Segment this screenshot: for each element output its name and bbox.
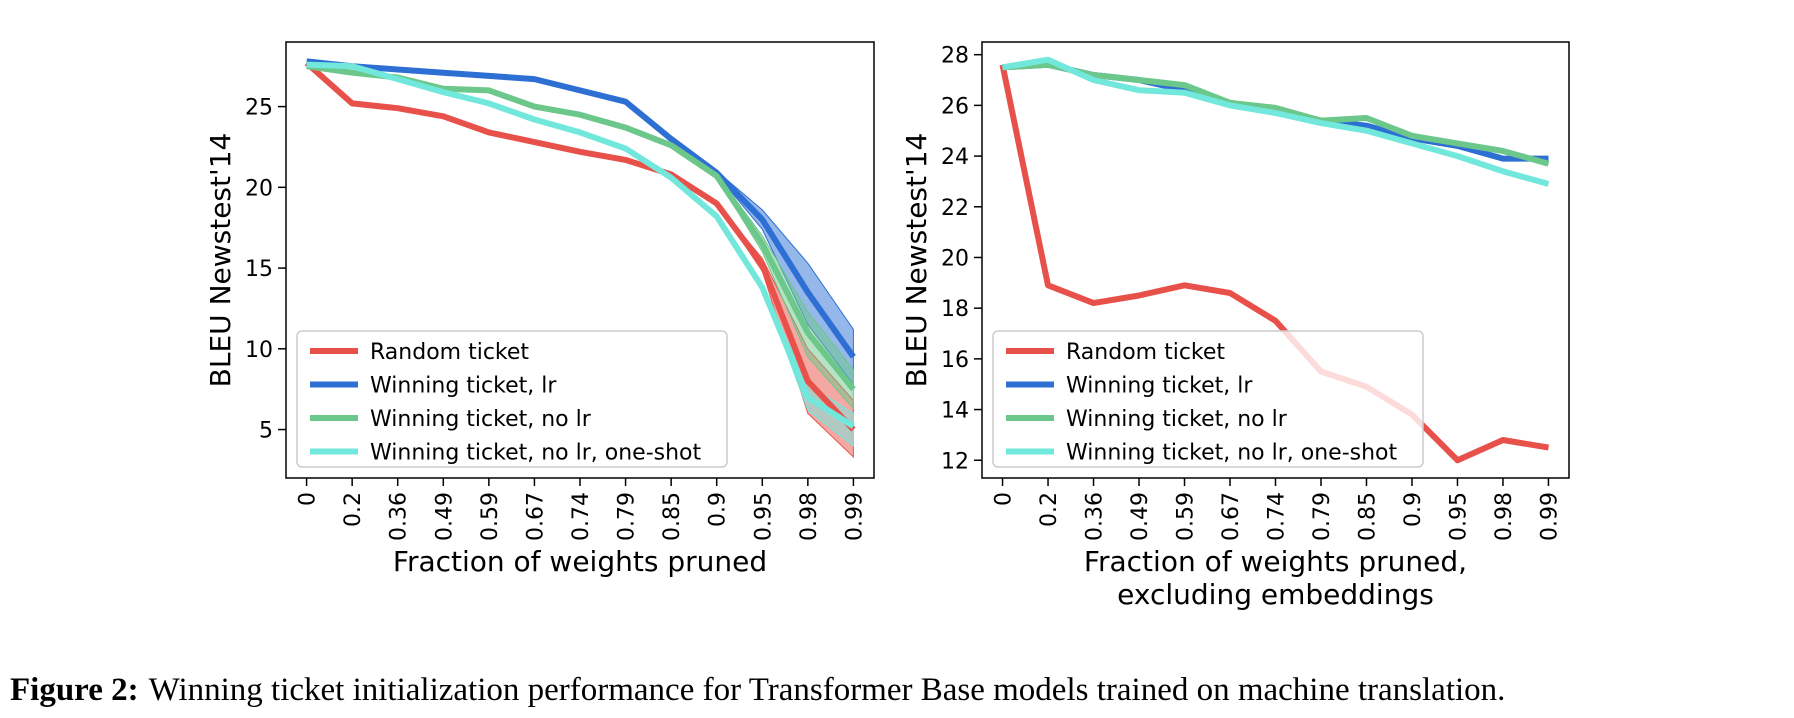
- legend-box: [296, 330, 728, 468]
- legend-label: Winning ticket, lr: [1066, 374, 1253, 399]
- x-tick-label: 0.79: [1310, 492, 1335, 541]
- x-tick-label: 0: [296, 492, 321, 506]
- x-axis-label-line2: excluding embeddings: [1117, 578, 1434, 611]
- x-tick-label: 0.85: [1355, 492, 1380, 541]
- x-tick-label: 0: [992, 492, 1017, 506]
- legend-label: Winning ticket, no lr, one-shot: [1066, 441, 1398, 466]
- series-line: [1002, 61, 1550, 167]
- x-tick-label: 0.95: [1446, 492, 1471, 541]
- plot-frame: [285, 41, 875, 479]
- x-tick-label: 0.98: [797, 492, 822, 541]
- x-tick-label: 0.9: [706, 492, 731, 527]
- x-tick-label: 0.74: [1265, 492, 1290, 541]
- y-tick-label: 22: [941, 196, 969, 221]
- x-tick-label: 0.99: [1537, 492, 1562, 541]
- y-tick-label: 25: [245, 96, 273, 121]
- x-tick-label: 0.59: [1174, 492, 1199, 541]
- x-tick-label: 0.79: [615, 492, 640, 541]
- series-line: [1002, 56, 1550, 187]
- figure-caption: Figure 2: Winning ticket initialization p…: [10, 672, 1790, 709]
- y-axis-label: BLEU Newstest'14: [204, 133, 237, 388]
- x-tick-label: 0.67: [523, 492, 548, 541]
- y-tick-label: 26: [941, 94, 969, 119]
- y-tick-label: 12: [941, 449, 969, 474]
- legend-label: Winning ticket, no lr, one-shot: [370, 441, 702, 466]
- x-tick-label: 0.67: [1219, 492, 1244, 541]
- series-line: [306, 61, 856, 429]
- y-tick-label: 28: [941, 44, 969, 69]
- y-tick-label: 24: [941, 145, 969, 170]
- legend-label: Winning ticket, no lr: [370, 407, 592, 432]
- legend-label: Random ticket: [1066, 340, 1225, 365]
- x-tick-label: 0.59: [478, 492, 503, 541]
- plot-right: 12 14 16 18 20 22 24 26 28 0 0.2 0.36 0.49 0.59 0.67 0.…: [900, 41, 1570, 611]
- caption-label: Figure 2:: [10, 672, 139, 708]
- x-tick-label: 0.95: [751, 492, 776, 541]
- y-tick-label: 16: [941, 348, 969, 373]
- x-axis-label: Fraction of weights pruned,: [1084, 545, 1467, 578]
- legend-label: Winning ticket, no lr: [1066, 407, 1288, 432]
- legend-label: Random ticket: [370, 340, 529, 365]
- legend-box: [992, 330, 1424, 468]
- x-tick-label: 0.98: [1492, 492, 1517, 541]
- x-tick-label: 0.36: [387, 492, 412, 541]
- plot-frame: [981, 41, 1570, 479]
- y-tick-label: 14: [941, 399, 969, 424]
- figure: 5 10 15 20 25 0 0.2 0.36 0.49 0.59 0.67 0.74 0.79 0.8…: [204, 41, 1570, 611]
- x-tick-label: 0.9: [1401, 492, 1426, 527]
- caption-text: Winning ticket initialization performanc…: [148, 672, 1506, 708]
- x-tick-label: 0.2: [1037, 492, 1062, 527]
- y-axis-label: BLEU Newstest'14: [900, 133, 933, 388]
- series-line: [999, 64, 1549, 464]
- x-tick-label: 0.36: [1083, 492, 1108, 541]
- x-tick-label: 0.99: [842, 492, 867, 541]
- series-line: [304, 60, 856, 432]
- legend-label: Winning ticket, lr: [370, 374, 557, 399]
- y-tick-label: 15: [245, 257, 273, 282]
- x-tick-label: 0.85: [660, 492, 685, 541]
- y-tick-label: 20: [941, 246, 969, 271]
- x-tick-label: 0.2: [341, 492, 366, 527]
- x-tick-label: 0.74: [569, 492, 594, 541]
- series-line: [306, 58, 856, 359]
- y-tick-label: 10: [245, 338, 273, 363]
- x-tick-label: 0.49: [1128, 492, 1153, 541]
- plot-left: 5 10 15 20 25 0 0.2 0.36 0.49 0.59 0.67 0.74 0.79 0.8…: [204, 41, 875, 578]
- x-axis-label: Fraction of weights pruned: [393, 545, 767, 578]
- y-tick-label: 18: [941, 297, 969, 322]
- y-tick-label: 5: [259, 419, 273, 444]
- y-tick-label: 20: [245, 176, 273, 201]
- x-tick-label: 0.49: [432, 492, 457, 541]
